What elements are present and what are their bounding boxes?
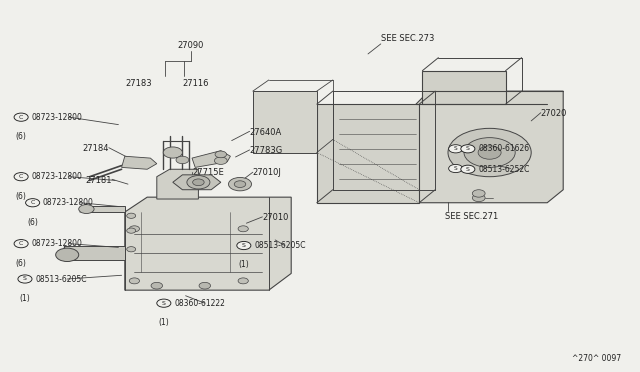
Text: 27010: 27010 <box>262 213 289 222</box>
Circle shape <box>448 128 531 177</box>
Circle shape <box>26 199 40 207</box>
Circle shape <box>157 299 171 307</box>
Polygon shape <box>192 151 230 167</box>
Text: C: C <box>19 115 23 120</box>
Text: 27181: 27181 <box>86 176 112 185</box>
Text: 27715E: 27715E <box>192 169 224 177</box>
Text: (6): (6) <box>28 218 38 227</box>
Circle shape <box>449 164 463 173</box>
Circle shape <box>18 275 32 283</box>
Polygon shape <box>64 246 125 260</box>
Circle shape <box>461 165 475 173</box>
Circle shape <box>127 247 136 252</box>
Text: (1): (1) <box>20 294 30 303</box>
Text: S: S <box>466 167 470 172</box>
Text: 27116: 27116 <box>182 79 209 88</box>
Text: (1): (1) <box>159 318 169 327</box>
Circle shape <box>193 179 204 186</box>
Text: 27640A: 27640A <box>250 128 282 137</box>
Circle shape <box>199 282 211 289</box>
Text: ^270^ 0097: ^270^ 0097 <box>572 355 621 363</box>
Text: 08513-6252C: 08513-6252C <box>478 165 529 174</box>
Circle shape <box>163 147 182 158</box>
Circle shape <box>127 228 136 233</box>
Polygon shape <box>90 206 125 212</box>
Text: S: S <box>466 146 470 151</box>
Polygon shape <box>173 175 221 190</box>
Circle shape <box>238 278 248 284</box>
Text: C: C <box>19 241 23 246</box>
Circle shape <box>187 176 210 189</box>
Circle shape <box>478 146 501 159</box>
Text: 08723-12800: 08723-12800 <box>31 172 82 181</box>
Circle shape <box>215 151 227 158</box>
Circle shape <box>461 145 475 153</box>
Circle shape <box>14 113 28 121</box>
Text: 27184: 27184 <box>83 144 109 153</box>
Polygon shape <box>157 169 198 199</box>
Text: 08723-12800: 08723-12800 <box>43 198 93 207</box>
Circle shape <box>472 194 485 202</box>
Text: (6): (6) <box>16 192 26 201</box>
Circle shape <box>234 181 246 187</box>
Circle shape <box>129 226 140 232</box>
Text: C: C <box>31 200 35 205</box>
Polygon shape <box>125 197 291 290</box>
Circle shape <box>238 226 248 232</box>
Circle shape <box>237 241 251 250</box>
Text: 08513-6205C: 08513-6205C <box>35 275 86 283</box>
Text: S: S <box>242 243 246 248</box>
Circle shape <box>79 205 94 214</box>
Text: 08723-12800: 08723-12800 <box>31 239 82 248</box>
Text: 27783G: 27783G <box>250 146 283 155</box>
Circle shape <box>127 213 136 218</box>
Polygon shape <box>253 91 317 153</box>
Polygon shape <box>416 91 563 203</box>
Circle shape <box>151 282 163 289</box>
Text: 27090: 27090 <box>177 41 204 50</box>
Polygon shape <box>422 71 506 104</box>
Text: SEE SEC.273: SEE SEC.273 <box>381 34 434 43</box>
Text: 27183: 27183 <box>125 79 152 88</box>
Circle shape <box>129 278 140 284</box>
Text: (6): (6) <box>16 259 26 267</box>
Circle shape <box>14 240 28 248</box>
Circle shape <box>449 145 463 153</box>
Text: SEE SEC.271: SEE SEC.271 <box>445 212 498 221</box>
Circle shape <box>472 190 485 197</box>
Text: (1): (1) <box>239 260 249 269</box>
Text: C: C <box>19 174 23 179</box>
Text: S: S <box>454 166 458 171</box>
Circle shape <box>214 157 227 164</box>
Text: 08360-61626: 08360-61626 <box>478 144 529 153</box>
Circle shape <box>14 173 28 181</box>
Circle shape <box>464 138 515 167</box>
Polygon shape <box>317 104 419 203</box>
Text: S: S <box>23 276 27 282</box>
Text: S: S <box>454 146 458 151</box>
Circle shape <box>228 177 252 191</box>
Text: 08513-6205C: 08513-6205C <box>254 241 305 250</box>
Text: S: S <box>162 301 166 306</box>
Text: 08723-12800: 08723-12800 <box>31 113 82 122</box>
Circle shape <box>176 156 189 164</box>
Text: 27020: 27020 <box>541 109 567 118</box>
Polygon shape <box>122 156 157 169</box>
Circle shape <box>56 248 79 262</box>
Text: (6): (6) <box>16 132 26 141</box>
Text: 08360-61222: 08360-61222 <box>174 299 225 308</box>
Text: 27010J: 27010J <box>253 169 282 177</box>
